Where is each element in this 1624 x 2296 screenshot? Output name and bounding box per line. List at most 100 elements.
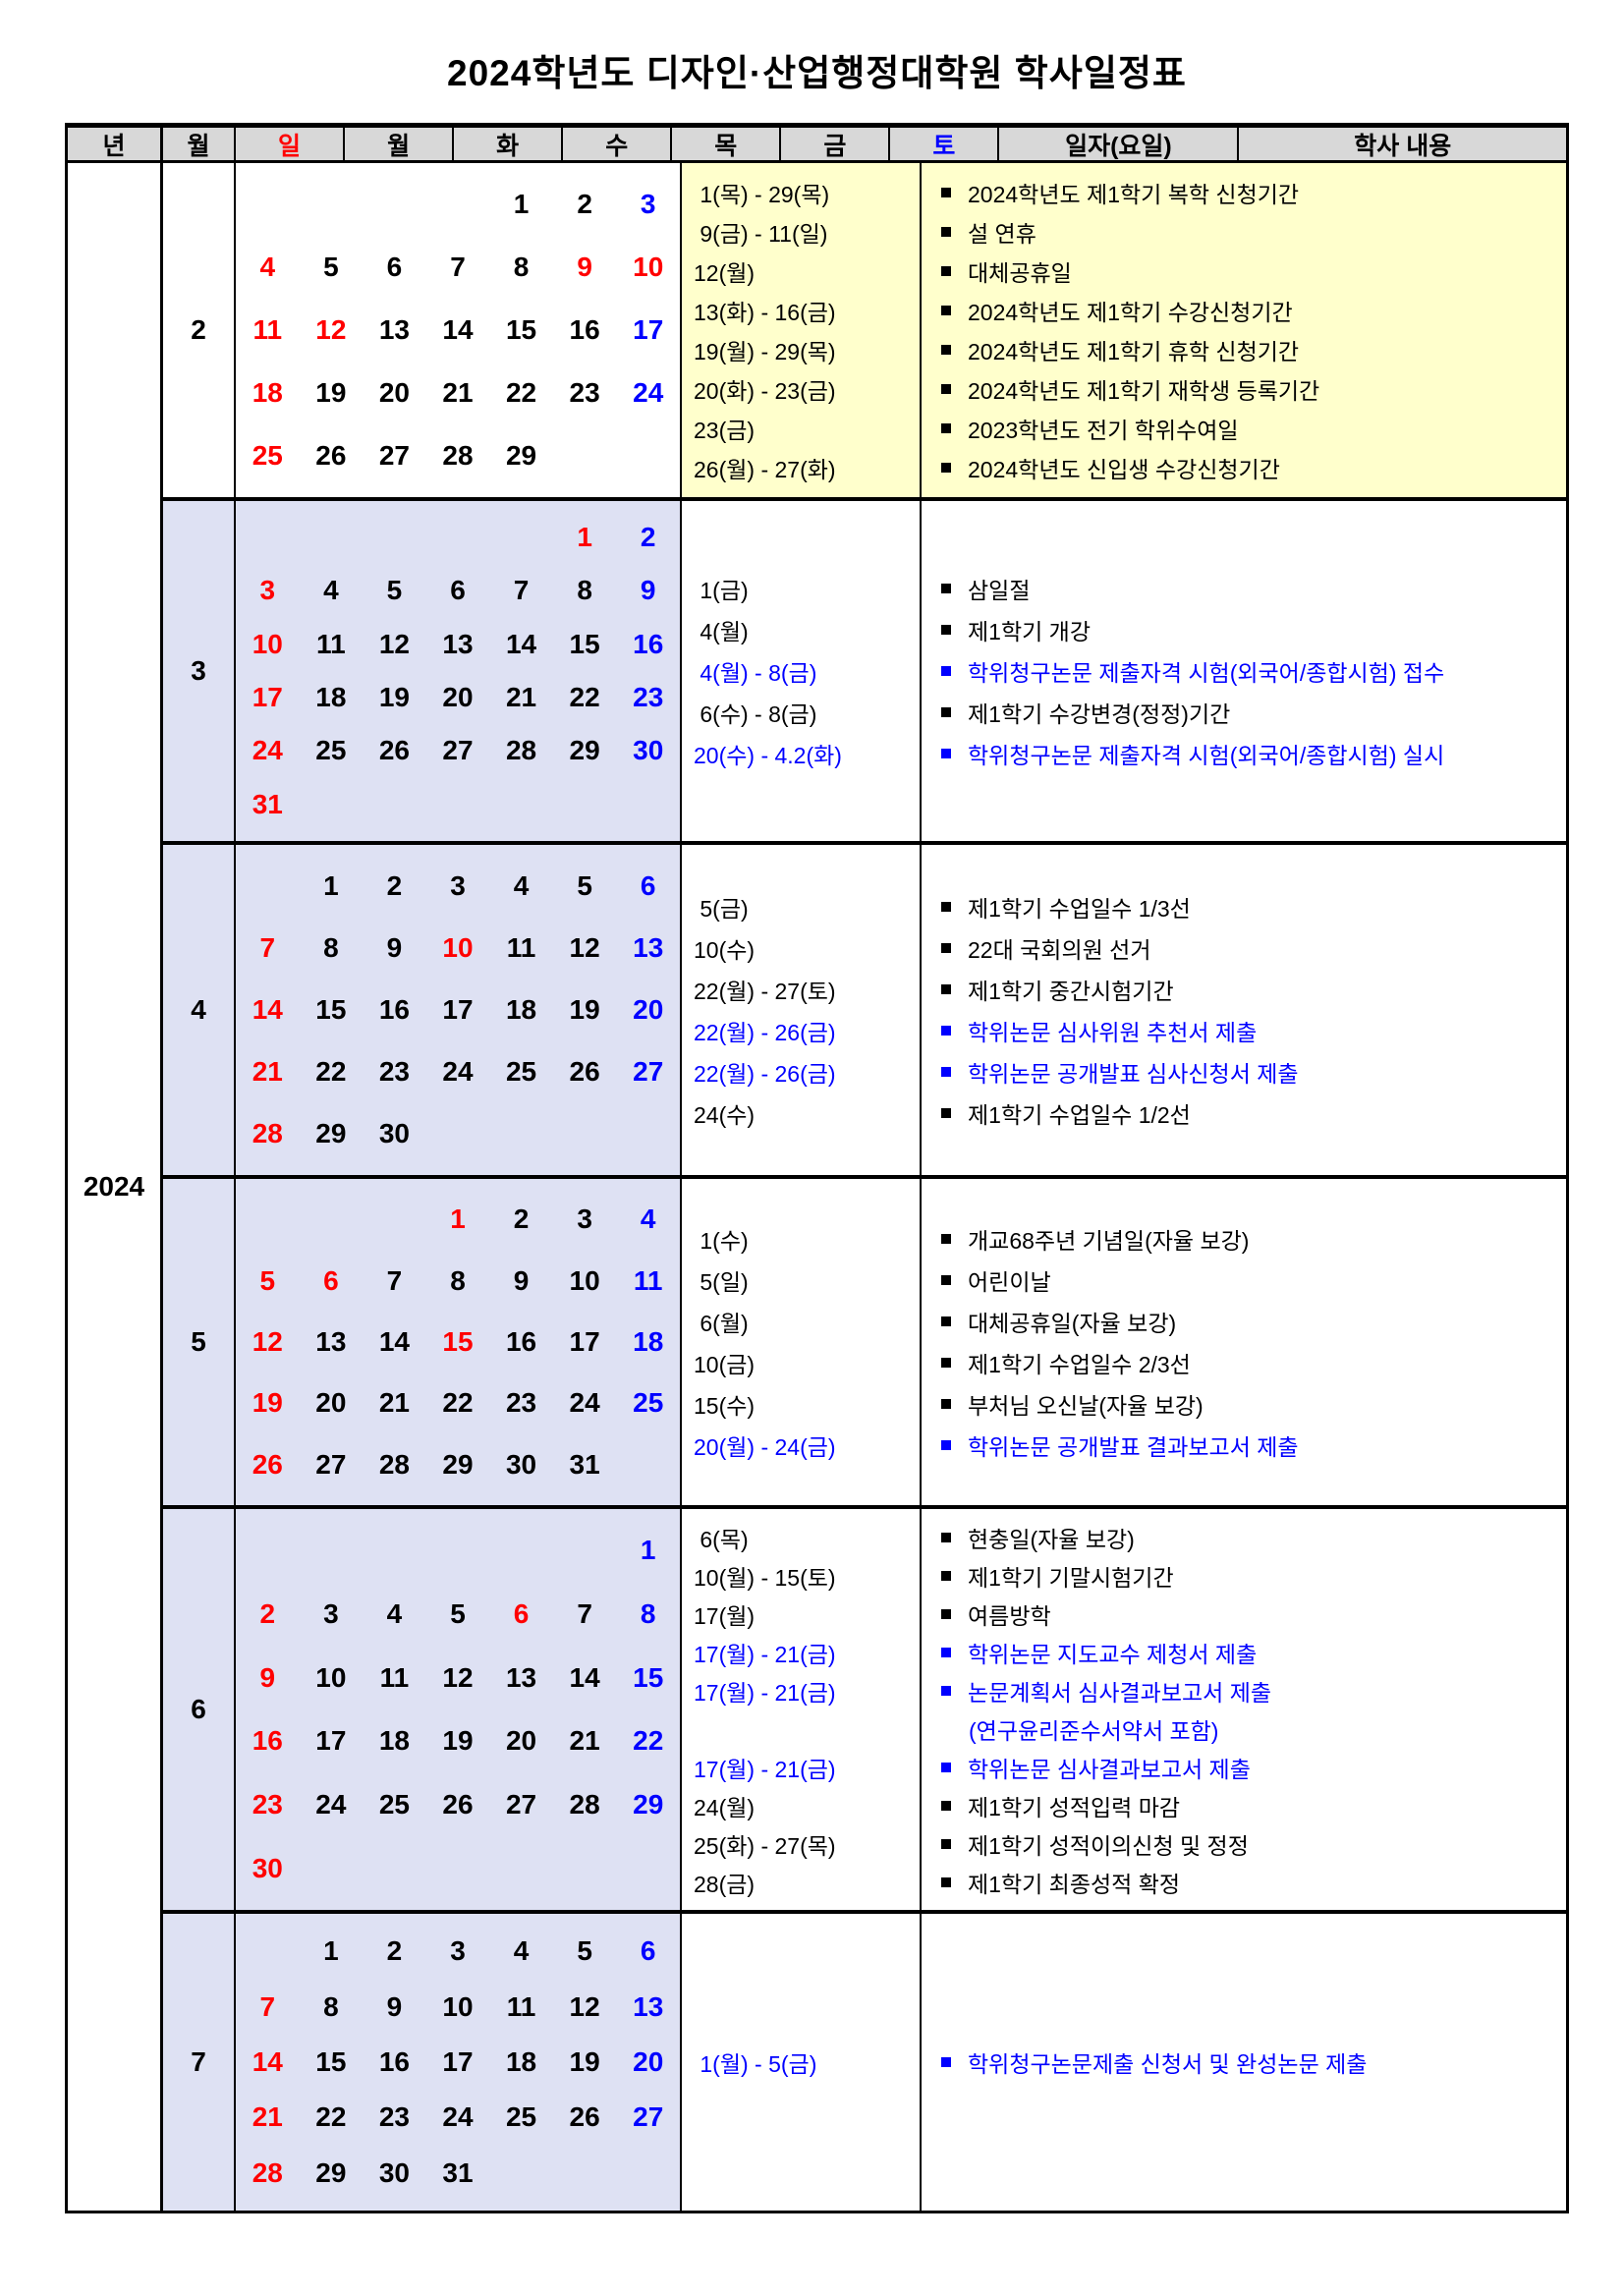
event-line: 제1학기 기말시험기간 [922,1556,1566,1595]
calendar-day: 23 [569,377,600,408]
calendar-day: 6 [386,252,403,282]
date-range: 1(수) [694,1228,749,1254]
calendar-day: 22 [569,682,600,713]
date-range: 20(월) - 24(금) [694,1434,836,1460]
event-text: 설 연휴 [968,221,1036,247]
calendar-day: 5 [577,1935,592,1967]
calendar-day: 16 [633,628,664,659]
calendar-day: 31 [569,1448,600,1480]
calendar-day: 13 [633,1990,664,2022]
event-text: 제1학기 기말시험기간 [968,1564,1174,1591]
event-text: 제1학기 성적입력 마감 [968,1794,1181,1820]
bullet-square-icon [941,707,951,717]
calendar-day: 7 [259,931,276,963]
calendar-day: 10 [633,252,664,282]
calendar-day: 28 [442,440,474,471]
bullet-square-icon [941,227,951,237]
calendar-day: 22 [505,377,537,408]
date-range: 6(목) [694,1526,749,1552]
event-text: 2024학년도 제1학기 수강신청기간 [968,300,1293,325]
mini-calendar: 1 2 3 4 5 6 7 8 9 10 11 12 13 14 15 16 17 18 19 20 21 22 23 24 2… [236,1509,682,1910]
calendar-grid: 1 2 3 4 5 6 7 8 9 10 11 12 13 14 15 16 17 18 19 20 21 22 23 24 2… [236,1924,680,2201]
event-line: (연구윤리준수서약서 포함) [922,1709,1566,1748]
event-line: 논문계획서 심사결과보고서 제출 [922,1671,1566,1709]
date-column: 1(수) 5(일) 6(월) 10(금) 15(수) 20(월) - 24(금) [682,1179,922,1505]
calendar-day: 3 [450,869,466,901]
bullet-square-icon [941,1876,951,1887]
bullet-square-icon [941,984,951,994]
calendar-day: 21 [252,2101,283,2133]
calendar-grid: 1 2 3 4 5 6 7 8 9 10 11 12 13 14 15 16 17 18 19 20 21 22 23 24 2… [236,173,680,487]
calendar-day: 19 [252,1387,283,1419]
header-day-wed: 수 [563,128,673,160]
calendar-day: 27 [633,1056,664,1088]
calendar-day: 13 [378,314,410,345]
calendar-day: 26 [442,1788,474,1820]
calendar-day: 24 [252,735,283,766]
event-line: 대체공휴일 [922,252,1566,291]
bullet-square-icon [941,625,951,635]
calendar-day: 26 [252,1448,283,1480]
event-line: 2024학년도 제1학기 휴학 신청기간 [922,330,1566,369]
month-label: 4 [163,845,236,1175]
calendar-day: 7 [259,1990,276,2022]
calendar-day: 23 [378,2101,410,2133]
calendar-day: 20 [442,682,474,713]
event-text: 제1학기 수강변경(정정)기간 [968,701,1231,727]
calendar-day: 21 [378,1387,410,1419]
calendar-day: 25 [252,440,283,471]
calendar-day: 3 [577,1204,592,1235]
event-text: 2024학년도 제1학기 복학 신청기간 [968,182,1300,207]
calendar-day: 28 [252,1118,283,1149]
calendar-day: 30 [252,1852,283,1883]
calendar-grid: 1 2 3 4 5 6 7 8 9 10 11 12 13 14 15 16 17 18 19 20 21 22 23 24 2… [236,511,680,831]
event-text: 여름방학 [968,1602,1051,1629]
event-text: 학위논문 심사위원 추천서 제출 [968,1020,1258,1045]
date-range: 20(수) - 4.2(화) [694,743,842,768]
bullet-square-icon [941,902,951,912]
calendar-day: 6 [450,575,466,606]
mini-calendar: 1 2 3 4 5 6 7 8 9 10 11 12 13 14 15 16 17 18 19 20 21 22 23 24 2… [236,845,682,1175]
content-column: 제1학기 수업일수 1/3선 22대 국회의원 선거 제1학기 중간시험기간 학위논문… [922,845,1566,1175]
header-day-mon: 월 [345,128,455,160]
date-range: 1(금) [694,578,749,603]
calendar-day: 30 [633,735,664,766]
calendar-day: 12 [569,1990,600,2022]
calendar-day: 22 [442,1387,474,1419]
date-range: 9(금) - 11(일) [694,221,828,247]
calendar-day: 12 [378,628,410,659]
calendar-day: 1 [640,1535,656,1566]
event-line: 여름방학 [922,1595,1566,1633]
calendar-day: 8 [323,1990,339,2022]
mini-calendar: 1 2 3 4 5 6 7 8 9 10 11 12 13 14 15 16 17 18 19 20 21 22 23 24 2… [236,1914,682,2211]
content-column: 학위청구논문제출 신청서 및 완성논문 제출 [922,1914,1566,2211]
calendar-day: 21 [442,377,474,408]
calendar-day: 25 [505,1056,537,1088]
event-line: 2024학년도 제1학기 재학생 등록기간 [922,369,1566,409]
calendar-day: 13 [315,1325,347,1357]
bullet-square-icon [941,463,951,473]
calendar-day: 15 [315,993,347,1025]
calendar-day: 18 [315,682,347,713]
calendar-day: 1 [450,1204,466,1235]
calendar-day: 15 [633,1661,664,1693]
calendar-day: 31 [442,2156,474,2188]
calendar-day: 24 [633,377,664,408]
event-line: 제1학기 수강변경(정정)기간 [922,692,1566,733]
event-line: 학위논문 심사위원 추천서 제출 [922,1010,1566,1051]
calendar-day: 27 [633,2101,664,2133]
calendar-day: 6 [640,869,656,901]
event-text: 삼일절 [968,578,1031,603]
calendar-day: 23 [252,1788,283,1820]
calendar-day: 19 [378,682,410,713]
bullet-square-icon [941,1762,951,1772]
bullet-square-icon [941,1608,951,1619]
bullet-square-icon [941,1532,951,1542]
month-row: 7 1 2 3 4 5 6 7 8 9 10 11 12 13 14 15 16 17 18 19 20 21 22 23 24… [163,1914,1566,2211]
calendar-day: 6 [640,1935,656,1967]
date-range: 4(월) [694,619,749,644]
calendar-day: 5 [386,575,403,606]
date-range: 12(월) [694,260,756,286]
date-range: 15(수) [694,1393,756,1419]
